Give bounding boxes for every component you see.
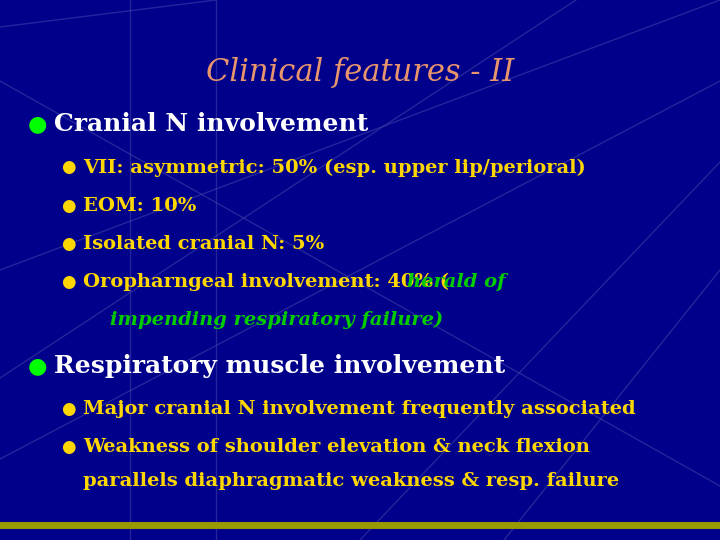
Text: impending respiratory failure): impending respiratory failure) [83, 310, 443, 329]
Text: Isolated cranial N: 5%: Isolated cranial N: 5% [83, 235, 324, 253]
Text: Major cranial N involvement frequently associated: Major cranial N involvement frequently a… [83, 400, 636, 418]
Text: Oropharngeal involvement: 40% (: Oropharngeal involvement: 40% ( [83, 273, 449, 291]
Text: ●: ● [27, 114, 47, 134]
Text: herald of: herald of [83, 273, 505, 291]
Text: ●: ● [61, 235, 76, 253]
Text: ●: ● [61, 438, 76, 456]
Text: Clinical features - II: Clinical features - II [206, 57, 514, 87]
Text: ●: ● [61, 273, 76, 291]
Text: parallels diaphragmatic weakness & resp. failure: parallels diaphragmatic weakness & resp.… [83, 471, 619, 490]
Text: ●: ● [61, 197, 76, 215]
Text: EOM: 10%: EOM: 10% [83, 197, 196, 215]
Text: Cranial N involvement: Cranial N involvement [54, 112, 368, 136]
Text: Weakness of shoulder elevation & neck flexion: Weakness of shoulder elevation & neck fl… [83, 438, 590, 456]
Text: ●: ● [61, 400, 76, 418]
Text: VII: asymmetric: 50% (esp. upper lip/perioral): VII: asymmetric: 50% (esp. upper lip/per… [83, 158, 585, 177]
Text: Respiratory muscle involvement: Respiratory muscle involvement [54, 354, 505, 378]
Text: ●: ● [27, 356, 47, 376]
Text: ●: ● [61, 158, 76, 177]
